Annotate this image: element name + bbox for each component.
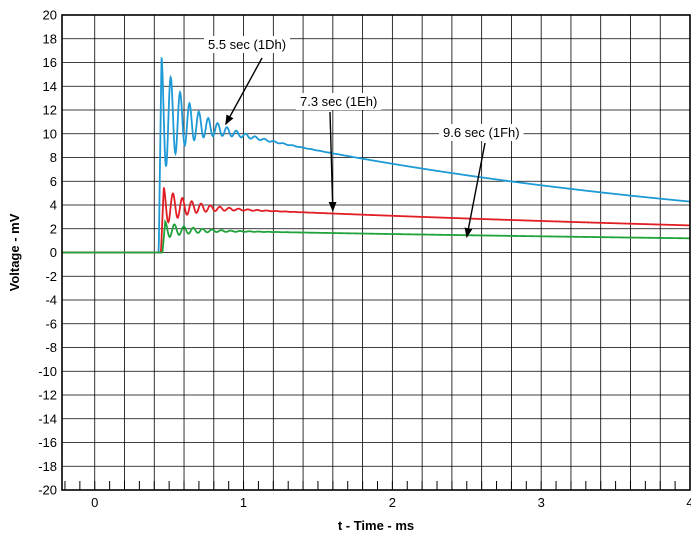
annotation-arrow (330, 112, 333, 211)
y-tick-label: -14 (38, 411, 57, 426)
x-tick-label: 1 (240, 495, 247, 510)
y-tick-label: 0 (50, 245, 57, 260)
y-tick-label: -18 (38, 459, 57, 474)
y-tick-label: -12 (38, 388, 57, 403)
y-tick-label: -6 (45, 316, 57, 331)
y-tick-label: 6 (50, 174, 57, 189)
y-tick-label: -8 (45, 340, 57, 355)
y-tick-label: -4 (45, 293, 57, 308)
y-tick-label: 20 (43, 8, 57, 23)
y-axis-title: Voltage - mV (7, 213, 22, 291)
annotation-label: 7.3 sec (1Eh) (300, 94, 377, 109)
y-tick-label: 4 (50, 198, 57, 213)
x-tick-label: 0 (91, 495, 98, 510)
series-lines (62, 57, 690, 252)
annotation-label: 5.5 sec (1Dh) (208, 37, 286, 52)
x-minor-ticks (65, 481, 675, 490)
y-tick-label: -16 (38, 435, 57, 450)
y-tick-label: 14 (43, 79, 57, 94)
annotations: 5.5 sec (1Dh) 7.3 sec (1Eh) 9.6 sec (1Fh) (204, 36, 524, 237)
y-tick-label: 8 (50, 150, 57, 165)
x-tick-label: 3 (538, 495, 545, 510)
annotation-label: 9.6 sec (1Fh) (443, 125, 520, 140)
x-tick-label: 4 (686, 495, 691, 510)
x-axis-title: t - Time - ms (338, 518, 414, 533)
y-tick-label: 2 (50, 221, 57, 236)
y-tick-label: -10 (38, 364, 57, 379)
y-tick-label: 12 (43, 103, 57, 118)
y-tick-label: -20 (38, 483, 57, 498)
tick-labels: 20181614121086420-2-4-6-8-10-12-14-16-18… (38, 8, 691, 511)
y-tick-label: 10 (43, 126, 57, 141)
series-line-1 (62, 187, 690, 252)
y-tick-label: 16 (43, 55, 57, 70)
series-line-2 (62, 222, 690, 253)
y-tick-label: -2 (45, 269, 57, 284)
x-tick-label: 2 (389, 495, 396, 510)
y-tick-label: 18 (43, 31, 57, 46)
